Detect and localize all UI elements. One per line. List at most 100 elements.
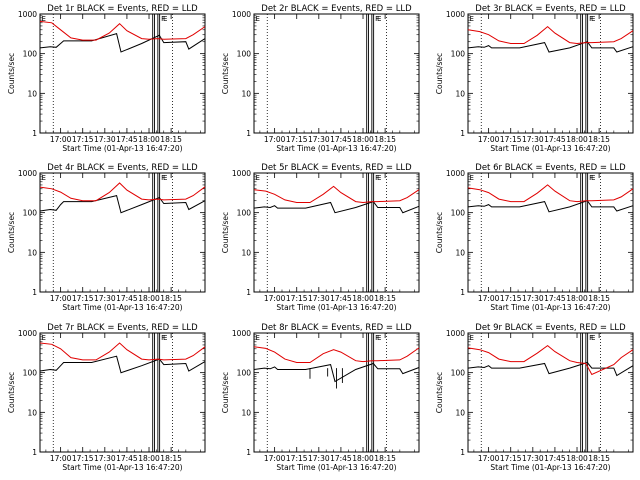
y-tick-label: 10: [455, 408, 465, 417]
x-tick-label: 17:15: [500, 135, 522, 144]
x-tick-label: 17:00: [478, 294, 500, 303]
y-axis-label: Counts/sec: [7, 372, 16, 413]
plot-frame: [467, 13, 634, 134]
y-tick-label: 10: [241, 248, 251, 257]
y-tick-label: 1: [460, 448, 465, 457]
x-tick-label: 17:45: [116, 454, 138, 463]
panel-9: Det 9r BLACK = Events, RED = LLD 1 10 100 10…: [435, 323, 634, 472]
series-line-events: [39, 32, 206, 53]
corner-mark: F: [161, 15, 165, 23]
x-tick-label: 17:45: [330, 294, 352, 303]
x-tick-label: 18:00: [352, 294, 374, 303]
panel-title: Det 1r BLACK = Events, RED = LLD: [47, 4, 198, 14]
plot-frame: [253, 332, 420, 453]
panel-grid: Det 1r BLACK = Events, RED = LLD 1 10 100 10…: [7, 4, 634, 472]
x-tick-label: 17:30: [308, 294, 330, 303]
y-tick-label: 100: [237, 369, 252, 378]
y-tick-label: 1000: [446, 10, 465, 19]
corner-mark: F: [375, 334, 379, 342]
plot-frame: [253, 13, 420, 134]
corner-mark: E: [163, 15, 167, 23]
x-tick-label: 18:00: [138, 454, 160, 463]
corner-mark: E: [470, 334, 474, 342]
series-line-events: [39, 194, 206, 214]
x-axis-label: Start Time (01-Apr-13 16:47:20): [490, 463, 610, 472]
x-tick-label: 17:00: [264, 454, 286, 463]
x-tick-label: 18:15: [160, 294, 182, 303]
x-tick-label: 18:15: [160, 135, 182, 144]
corner-mark: E: [377, 334, 381, 342]
x-tick-label: 17:30: [522, 294, 544, 303]
x-tick-label: 17:30: [522, 454, 544, 463]
corner-mark: E: [591, 334, 595, 342]
plot-frame: [39, 172, 206, 293]
x-tick-label: 17:45: [330, 454, 352, 463]
x-tick-label: 18:15: [588, 294, 610, 303]
panel-7: Det 7r BLACK = Events, RED = LLD 1 10 100 10…: [7, 323, 206, 472]
x-tick-label: 17:30: [94, 294, 116, 303]
y-tick-label: 1: [246, 448, 251, 457]
corner-mark: E: [42, 174, 46, 182]
y-tick-label: 1000: [18, 10, 37, 19]
corner-mark: E: [591, 174, 595, 182]
y-tick-label: 1: [32, 288, 37, 297]
x-tick-label: 17:15: [286, 294, 308, 303]
y-axis-label: Counts/sec: [7, 212, 16, 253]
y-tick-label: 10: [27, 89, 37, 98]
y-tick-label: 100: [237, 50, 252, 59]
y-tick-label: 10: [241, 89, 251, 98]
corner-mark: E: [256, 174, 260, 182]
y-tick-label: 10: [455, 89, 465, 98]
y-tick-label: 10: [27, 408, 37, 417]
corner-mark: E: [377, 174, 381, 182]
x-tick-label: 17:00: [264, 135, 286, 144]
corner-mark: F: [589, 174, 593, 182]
y-tick-label: 10: [455, 248, 465, 257]
y-tick-label: 1000: [232, 10, 251, 19]
x-tick-label: 17:45: [544, 294, 566, 303]
plot-frame: [467, 172, 634, 293]
corner-mark: E: [470, 15, 474, 23]
panel-6: Det 6r BLACK = Events, RED = LLD 1 10 100 10…: [435, 163, 634, 312]
panel-title: Det 5r BLACK = Events, RED = LLD: [261, 163, 412, 173]
y-tick-label: 100: [23, 369, 38, 378]
series-line-events: [467, 41, 634, 53]
plot-frame: [467, 332, 634, 453]
corner-mark: F: [375, 15, 379, 23]
y-tick-label: 100: [23, 50, 38, 59]
series-line-events: [467, 200, 634, 213]
y-tick-label: 1000: [18, 169, 37, 178]
x-tick-label: 17:45: [116, 135, 138, 144]
y-tick-label: 1: [246, 129, 251, 138]
x-tick-label: 17:30: [308, 454, 330, 463]
y-tick-label: 1000: [446, 169, 465, 178]
series-line-lld: [467, 25, 634, 45]
x-tick-label: 18:00: [352, 135, 374, 144]
y-axis-label: Counts/sec: [7, 53, 16, 94]
x-tick-label: 17:00: [50, 135, 72, 144]
series-line-events: [467, 361, 634, 377]
panel-5: Det 5r BLACK = Events, RED = LLD 1 10 100 10…: [221, 163, 420, 312]
y-tick-label: 100: [237, 209, 252, 218]
corner-mark: E: [256, 334, 260, 342]
y-tick-label: 1000: [18, 329, 37, 338]
y-tick-label: 1000: [446, 329, 465, 338]
y-axis-label: Counts/sec: [221, 53, 230, 94]
corner-mark: E: [470, 174, 474, 182]
x-tick-label: 18:00: [138, 135, 160, 144]
series-line-lld: [467, 344, 634, 376]
x-tick-label: 18:00: [566, 294, 588, 303]
y-axis-label: Counts/sec: [435, 372, 444, 413]
x-tick-label: 17:00: [264, 294, 286, 303]
panel-title: Det 9r BLACK = Events, RED = LLD: [475, 323, 626, 333]
x-tick-label: 17:45: [330, 135, 352, 144]
x-tick-label: 17:15: [72, 454, 94, 463]
y-tick-label: 1000: [232, 329, 251, 338]
x-axis-label: Start Time (01-Apr-13 16:47:20): [490, 303, 610, 312]
x-tick-label: 17:00: [50, 294, 72, 303]
panel-1: Det 1r BLACK = Events, RED = LLD 1 10 100 10…: [7, 4, 206, 153]
x-tick-label: 17:15: [286, 454, 308, 463]
corner-mark: F: [589, 334, 593, 342]
x-tick-label: 17:30: [308, 135, 330, 144]
